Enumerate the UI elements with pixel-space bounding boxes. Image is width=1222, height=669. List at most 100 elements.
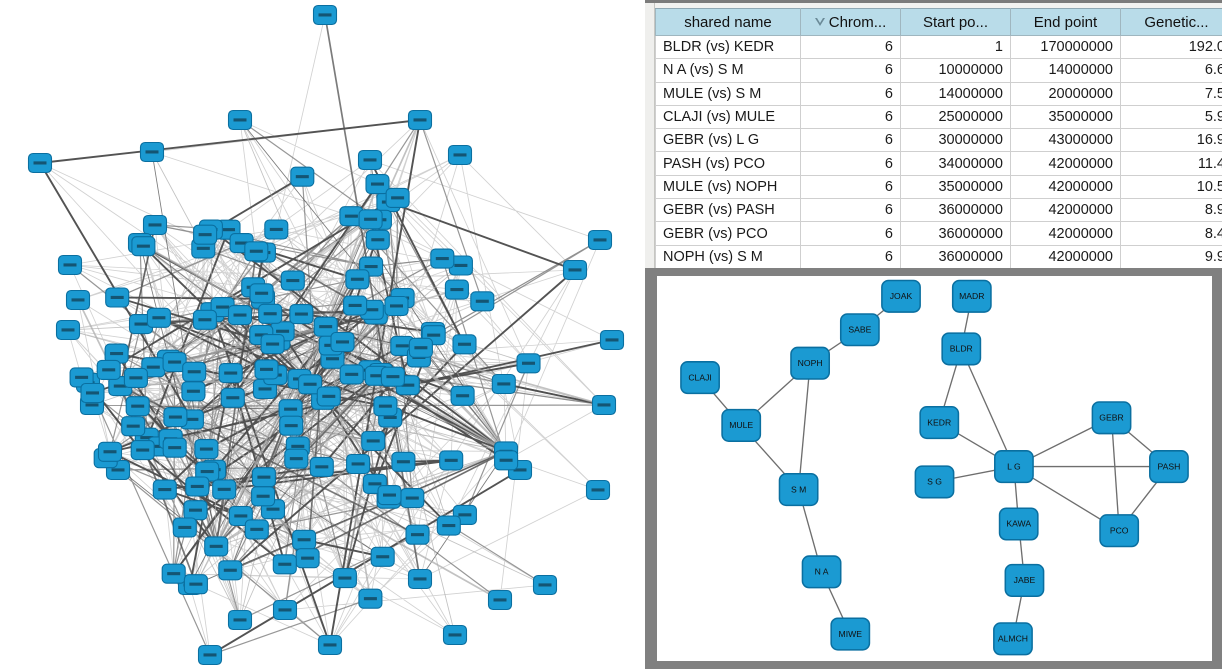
main-network-node[interactable]: [204, 536, 229, 557]
subnetwork-node[interactable]: SABE: [839, 313, 880, 347]
subnetwork-edge[interactable]: [1110, 417, 1120, 531]
subnetwork-node[interactable]: PASH: [1149, 450, 1189, 484]
main-network-node[interactable]: [585, 479, 611, 501]
main-network-node[interactable]: [212, 479, 237, 500]
main-network-node[interactable]: [361, 430, 386, 452]
main-network-node[interactable]: [227, 109, 253, 131]
main-network-node[interactable]: [385, 187, 410, 208]
subnetwork-node[interactable]: BLDR: [941, 332, 982, 366]
main-network-node[interactable]: [105, 287, 130, 308]
main-network-node[interactable]: [442, 624, 468, 646]
main-network-node[interactable]: [227, 305, 253, 326]
subnetwork-edge[interactable]: [960, 348, 1015, 467]
main-network-node[interactable]: [131, 236, 156, 257]
main-network-node[interactable]: [491, 373, 516, 395]
main-network-node[interactable]: [69, 367, 94, 388]
main-network-node[interactable]: [346, 453, 371, 475]
main-network-node[interactable]: [128, 314, 154, 335]
main-network-node[interactable]: [407, 109, 433, 131]
main-network-node[interactable]: [408, 337, 433, 358]
main-network-node[interactable]: [146, 307, 171, 328]
main-network-node[interactable]: [260, 334, 285, 355]
main-network-node[interactable]: [295, 548, 320, 569]
main-network-node[interactable]: [487, 589, 513, 611]
main-network-node[interactable]: [218, 363, 243, 384]
table-row[interactable]: N A (vs) S M 6 10000000 14000000 6.6: [655, 58, 1222, 83]
main-network-node[interactable]: [272, 599, 298, 621]
subnetwork-node[interactable]: KEDR: [919, 406, 960, 440]
main-network-node[interactable]: [339, 364, 364, 385]
main-network-node[interactable]: [142, 214, 168, 236]
main-network-node[interactable]: [220, 387, 245, 408]
main-network-node[interactable]: [430, 248, 455, 269]
main-network-node[interactable]: [298, 374, 323, 395]
main-network-node[interactable]: [162, 437, 187, 458]
main-network-node[interactable]: [358, 588, 383, 609]
main-network-node[interactable]: [370, 546, 395, 567]
main-network-node[interactable]: [357, 149, 383, 171]
subnetwork-node[interactable]: JOAK: [881, 279, 921, 313]
main-network-node[interactable]: [251, 467, 276, 488]
main-network-node[interactable]: [163, 407, 188, 428]
subnetwork-node[interactable]: L G: [994, 450, 1034, 484]
main-network-node[interactable]: [380, 366, 405, 387]
main-network-node[interactable]: [227, 609, 253, 631]
subnetwork-node[interactable]: ALMCH: [993, 622, 1033, 656]
main-network-node[interactable]: [251, 486, 276, 507]
table-row[interactable]: BLDR (vs) KEDR 6 1 170000000 192.0: [655, 34, 1222, 60]
subnetwork-node[interactable]: MADR: [951, 279, 992, 313]
table-scroll-area[interactable]: shared name Chrom... Start po...: [655, 8, 1222, 268]
main-network-node[interactable]: [377, 485, 402, 506]
main-network-node[interactable]: [313, 316, 338, 337]
main-network-node[interactable]: [279, 415, 304, 436]
main-network-node[interactable]: [450, 385, 475, 406]
main-network-node[interactable]: [254, 359, 279, 380]
main-network-node[interactable]: [125, 396, 150, 417]
table-row[interactable]: MULE (vs) NOPH 6 35000000 42000000 10.5: [655, 174, 1222, 200]
main-network-node[interactable]: [292, 529, 317, 550]
main-network-node[interactable]: [494, 450, 519, 471]
column-header-shared-name[interactable]: shared name: [655, 8, 801, 36]
main-network-node[interactable]: [470, 291, 495, 312]
main-network-node[interactable]: [80, 382, 105, 404]
subnetwork-node[interactable]: JABE: [1004, 563, 1045, 598]
table-row[interactable]: MULE (vs) S M 6 14000000 20000000 7.5: [655, 81, 1222, 106]
main-network-node[interactable]: [183, 574, 208, 595]
main-network-node[interactable]: [197, 644, 223, 666]
main-network-node[interactable]: [152, 479, 177, 500]
main-network-node[interactable]: [244, 241, 269, 262]
main-network-node[interactable]: [183, 500, 208, 521]
main-network-node[interactable]: [97, 441, 123, 462]
main-network-node[interactable]: [139, 141, 165, 163]
main-network-node[interactable]: [290, 166, 315, 187]
main-network-node[interactable]: [384, 295, 409, 317]
main-network-node[interactable]: [57, 254, 83, 276]
main-network-node[interactable]: [264, 219, 289, 240]
subnetwork-node[interactable]: MIWE: [830, 617, 871, 651]
main-network-node[interactable]: [343, 295, 368, 316]
main-network-view[interactable]: [0, 0, 645, 669]
main-network-node[interactable]: [447, 144, 473, 166]
main-network-node[interactable]: [436, 515, 461, 536]
subnetwork-edge[interactable]: [797, 363, 811, 490]
main-network-node[interactable]: [55, 319, 81, 341]
main-network-node[interactable]: [182, 361, 207, 382]
main-network-node[interactable]: [181, 381, 206, 402]
main-network-node[interactable]: [345, 269, 370, 290]
main-network-node[interactable]: [121, 416, 146, 437]
main-network-node[interactable]: [309, 456, 334, 477]
main-network-node[interactable]: [65, 289, 91, 311]
main-network-node[interactable]: [272, 554, 297, 575]
main-network-node[interactable]: [373, 396, 398, 417]
main-network-node[interactable]: [407, 568, 433, 590]
main-network-node[interactable]: [123, 367, 148, 388]
main-network-node[interactable]: [444, 279, 469, 300]
main-network-node[interactable]: [185, 476, 210, 497]
main-network-node[interactable]: [130, 440, 155, 461]
table-row[interactable]: PASH (vs) PCO 6 34000000 42000000 11.4: [655, 151, 1222, 176]
column-header-chromosome[interactable]: Chrom...: [800, 8, 901, 36]
table-row[interactable]: GEBR (vs) PCO 6 36000000 42000000 8.4: [655, 221, 1222, 246]
main-network-node[interactable]: [193, 224, 218, 245]
table-row[interactable]: GEBR (vs) L G 6 30000000 43000000 16.9: [655, 128, 1222, 153]
main-network-node[interactable]: [96, 359, 121, 380]
